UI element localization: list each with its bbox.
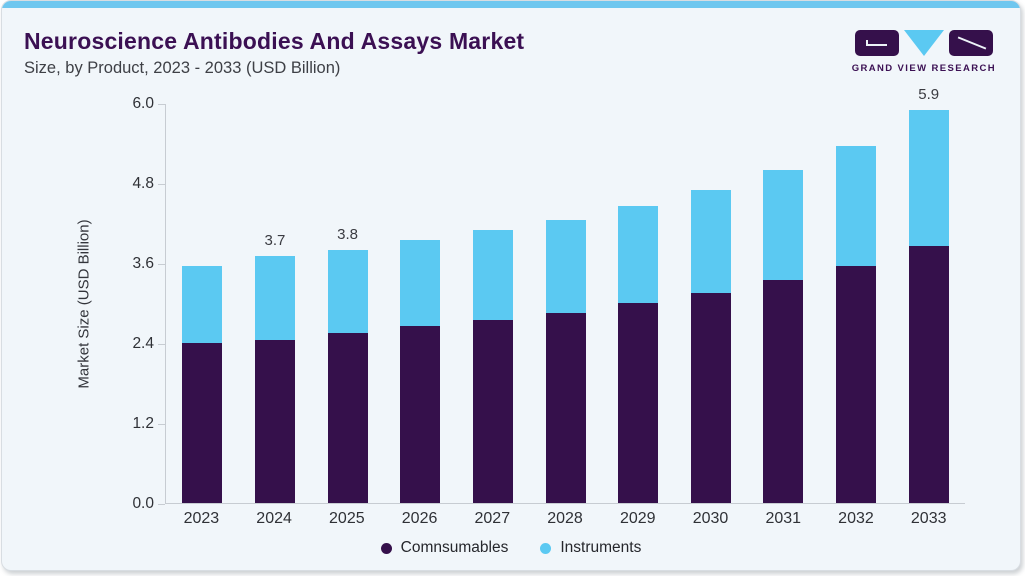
consumables-swatch-icon <box>380 542 392 554</box>
bar-segment-consumables <box>618 303 659 503</box>
bar-segment-consumables <box>182 343 223 503</box>
bar-group-2028 <box>529 104 602 503</box>
x-tick-label-2029: 2029 <box>619 510 656 527</box>
bar-segment-instruments <box>327 249 368 333</box>
x-tick-label-2024: 2024 <box>256 510 292 527</box>
legend-label-instruments: Instruments <box>560 539 642 556</box>
plot-bars: 3.7 3.8 5.9 <box>165 86 965 504</box>
legend: Comnsumables Instruments <box>2 539 1020 557</box>
bar-segment-consumables <box>908 246 949 503</box>
bar-segment-consumables <box>327 333 368 503</box>
instruments-swatch-icon <box>540 542 552 554</box>
bar-group-2031 <box>747 104 820 503</box>
bar-value-label: 3.8 <box>337 225 359 243</box>
bar-stack <box>254 256 295 503</box>
x-tick-label-2027: 2027 <box>474 510 511 527</box>
bar-group-2032 <box>820 104 893 503</box>
bar-segment-instruments <box>400 239 441 327</box>
logo-v-icon <box>903 30 944 56</box>
bar-segment-instruments <box>836 146 877 267</box>
y-tick-mark <box>158 184 165 185</box>
header: Neuroscience Antibodies And Assays Marke… <box>2 8 1020 78</box>
x-tick-label-2032: 2032 <box>838 510 874 527</box>
y-tick-label: 6.0 <box>132 95 154 112</box>
y-tick-mark <box>158 344 165 345</box>
bar-group-2030 <box>674 104 747 503</box>
bar-group-2024: 3.7 <box>239 104 312 503</box>
y-axis-title: Market Size (USD Billion) <box>75 219 93 389</box>
bar-segment-instruments <box>690 189 731 293</box>
y-tick-mark <box>158 504 165 505</box>
bar-segment-consumables <box>763 279 804 503</box>
x-tick-label-2028: 2028 <box>547 510 583 527</box>
bar-group-2027 <box>457 104 530 503</box>
bar-stack <box>690 189 731 503</box>
bar-stack <box>545 219 586 503</box>
bar-segment-consumables <box>836 266 877 503</box>
y-tick-label: 2.4 <box>132 335 154 352</box>
bar-stack <box>182 266 223 503</box>
bar-segment-instruments <box>472 229 513 320</box>
legend-item-instruments: Instruments <box>540 539 641 557</box>
header-titles: Neuroscience Antibodies And Assays Marke… <box>24 28 524 78</box>
y-tick-label: 4.8 <box>132 175 154 192</box>
bar-group-2033: 5.9 <box>892 86 965 503</box>
y-tick-mark <box>158 264 165 265</box>
logo-shapes <box>854 30 993 56</box>
bar-segment-consumables <box>545 313 586 503</box>
bar-segment-instruments <box>908 109 949 247</box>
legend-item-consumables: Comnsumables <box>380 539 509 557</box>
y-tick-label: 3.6 <box>132 255 154 272</box>
bar-segment-instruments <box>618 206 659 303</box>
bar-segment-instruments <box>545 219 586 313</box>
grand-view-research-logo: GRAND VIEW RESEARCH <box>852 30 996 74</box>
y-tick-label: 0.0 <box>132 495 154 512</box>
bar-value-label: 3.7 <box>264 232 286 250</box>
bar-group-2025: 3.8 <box>311 104 384 503</box>
bar-segment-consumables <box>400 326 441 503</box>
bar-segment-consumables <box>472 319 513 503</box>
logo-r-icon <box>948 30 993 56</box>
x-tick-label-2023: 2023 <box>183 510 220 527</box>
x-tick-label-2033: 2033 <box>910 510 947 527</box>
x-tick-label-2030: 2030 <box>692 510 729 527</box>
y-tick-mark <box>158 104 165 105</box>
y-tick-mark <box>158 424 165 425</box>
top-accent-bar <box>2 1 1020 8</box>
bar-stack <box>327 249 368 503</box>
x-tick-label-2031: 2031 <box>765 510 802 527</box>
bar-segment-instruments <box>254 256 295 340</box>
bar-segment-consumables <box>690 293 731 503</box>
bar-stack <box>908 109 949 503</box>
bar-stack <box>836 146 877 503</box>
bar-segment-consumables <box>254 339 295 503</box>
page-subtitle: Size, by Product, 2023 - 2033 (USD Billi… <box>24 59 341 77</box>
bar-segment-instruments <box>182 266 223 343</box>
logo-text: GRAND VIEW RESEARCH <box>851 63 996 74</box>
logo-g-icon <box>854 30 899 56</box>
x-labels: 2023 2024 2025 2026 2027 2028 2029 2030 2031 2032… <box>165 510 965 528</box>
bar-group-2023 <box>166 104 239 503</box>
bar-group-2026 <box>384 104 457 503</box>
bar-group-2029 <box>602 104 675 503</box>
y-tick-label: 1.2 <box>132 415 154 432</box>
bar-segment-instruments <box>763 169 804 280</box>
x-tick-label-2026: 2026 <box>401 510 438 527</box>
legend-label-consumables: Comnsumables <box>400 539 509 556</box>
bar-stack <box>400 239 441 503</box>
page-title: Neuroscience Antibodies And Assays Marke… <box>24 28 525 54</box>
bar-value-label: 5.9 <box>918 85 940 103</box>
bar-stack <box>472 229 513 503</box>
bar-stack <box>618 206 659 503</box>
bar-stack <box>763 169 804 503</box>
x-tick-label-2025: 2025 <box>329 510 365 527</box>
